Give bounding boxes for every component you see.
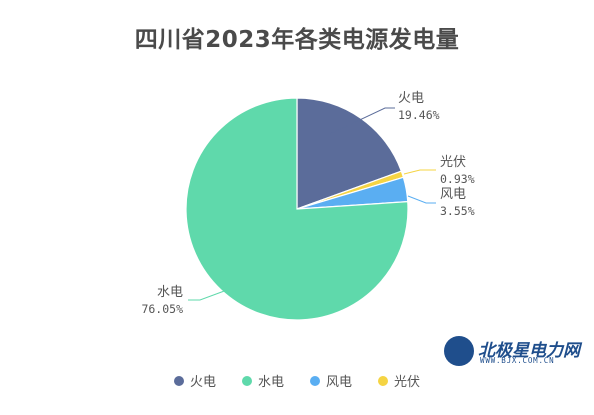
- legend-item-wind[interactable]: 风电: [310, 371, 352, 390]
- slice-label-thermal: 火电: [398, 91, 424, 106]
- slice-label-solar: 光伏: [440, 155, 466, 170]
- pie-slice-thermal[interactable]: [296, 97, 403, 210]
- slice-value-solar: 0.93%: [440, 172, 475, 186]
- watermark-name: 北极星电力网: [478, 341, 580, 361]
- legend-swatch-thermal: [173, 375, 184, 386]
- slice-value-wind: 3.55%: [440, 204, 475, 218]
- legend-label-wind: 风电: [326, 375, 353, 390]
- watermark-badge-icon: [444, 336, 474, 366]
- legend-item-thermal[interactable]: 火电: [173, 371, 216, 390]
- legend-label-hydro: 水电: [257, 375, 284, 390]
- pie-slice-hydro[interactable]: [185, 97, 409, 321]
- watermark-url: WWW.BJX.COM.CN: [480, 356, 555, 365]
- leader-line-thermal: [329, 107, 395, 135]
- pie-slices: [185, 97, 409, 321]
- leader-line-wind: [407, 195, 436, 204]
- leader-line-hydro: [188, 289, 228, 301]
- legend-swatch-hydro: [241, 375, 252, 386]
- pie-labels: 火电 19.46% 光伏 0.93%风电 3.55% 水电 76.05%: [141, 91, 474, 316]
- legend-item-solar[interactable]: 光伏: [378, 371, 420, 390]
- legend-label-thermal: 火电: [189, 375, 216, 390]
- slice-label-wind: 风电: [440, 187, 466, 202]
- legend-swatch-solar: [378, 375, 389, 386]
- chart-title: 四川省2023年各类电源发电量: [134, 27, 460, 53]
- watermark-logo: 北极星电力网 WWW.BJX.COM.CN: [444, 334, 584, 368]
- leader-line-solar: [403, 169, 436, 175]
- slice-value-thermal: 19.46%: [398, 108, 440, 122]
- slice-value-hydro: 76.05%: [141, 302, 183, 316]
- pie-leader-lines: [188, 107, 436, 301]
- legend-item-hydro[interactable]: 水电: [241, 371, 284, 390]
- slice-label-hydro: 水电: [157, 285, 183, 300]
- legend-swatch-wind: [310, 375, 320, 386]
- legend-label-solar: 光伏: [394, 375, 421, 390]
- chart-legend: 火电 水电 风电 光伏: [0, 371, 594, 390]
